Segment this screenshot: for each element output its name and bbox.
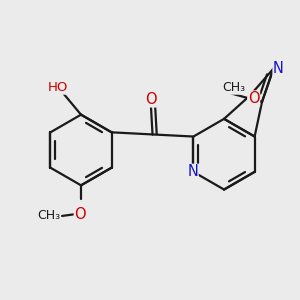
Text: HO: HO [47, 81, 68, 94]
Text: O: O [74, 207, 86, 222]
Text: N: N [187, 164, 198, 179]
Text: O: O [248, 91, 260, 106]
Text: CH₃: CH₃ [222, 81, 245, 94]
Text: O: O [145, 92, 157, 107]
Text: N: N [273, 61, 284, 76]
Text: CH₃: CH₃ [37, 209, 60, 223]
